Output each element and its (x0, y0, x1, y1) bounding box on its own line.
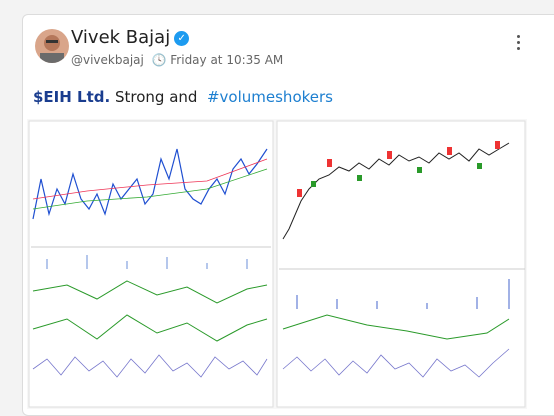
tweet-text: $EIH Ltd. Strong and #volumeshokers (33, 88, 333, 106)
timestamp[interactable]: Friday at 10:35 AM (170, 53, 284, 67)
menu-button[interactable] (517, 35, 521, 53)
user-name[interactable]: Vivek Bajaj ✓ (71, 27, 190, 48)
ticker[interactable]: $EIH Ltd. (33, 88, 111, 106)
text: Strong and (115, 88, 198, 106)
verified-badge: ✓ (174, 31, 190, 46)
hashtag[interactable]: #volumeshokers (206, 88, 333, 106)
meta: @vivekbajaj 🕓 Friday at 10:35 AM (71, 53, 284, 67)
avatar-image (40, 35, 64, 63)
chart-image[interactable] (27, 119, 527, 409)
handle[interactable]: @vivekbajaj (71, 53, 144, 67)
name-text: Vivek Bajaj (71, 27, 171, 48)
avatar[interactable] (35, 29, 69, 63)
page: Vivek Bajaj ✓ @vivekbajaj 🕓 Friday at 10:… (22, 14, 554, 416)
tweet-card: Vivek Bajaj ✓ @vivekbajaj 🕓 Friday at 10:… (22, 14, 554, 416)
